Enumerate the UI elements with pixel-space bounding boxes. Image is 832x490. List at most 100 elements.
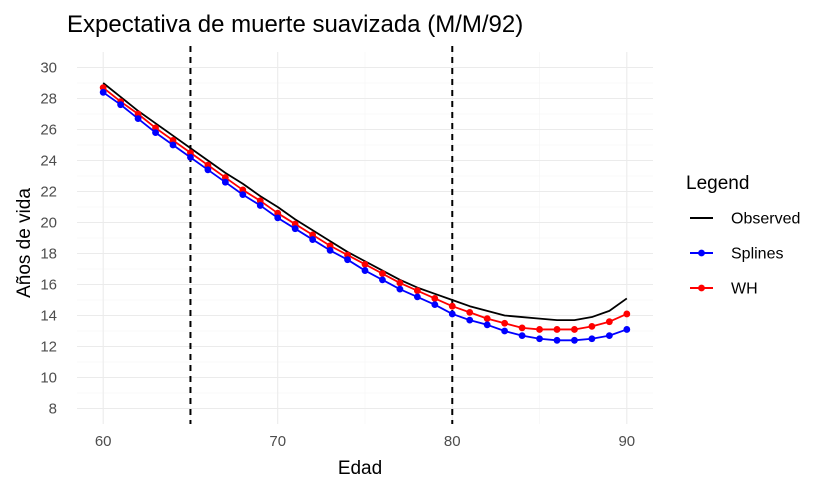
y-tick-label: 24: [40, 153, 57, 170]
data-point-splines: [256, 202, 264, 209]
data-point-wh: [379, 270, 386, 278]
x-axis-title: Edad: [338, 458, 382, 479]
legend-label: WH: [731, 281, 758, 298]
data-point-wh: [256, 197, 264, 205]
data-point-wh: [221, 174, 229, 181]
legend-key-marker: [698, 284, 705, 292]
legend-label: Splines: [731, 246, 783, 263]
data-point-wh: [571, 326, 578, 333]
data-point-splines: [623, 326, 631, 333]
data-point-splines: [553, 336, 561, 344]
data-point-splines: [431, 301, 439, 309]
series-splines: [99, 88, 631, 344]
y-tick-label: 14: [40, 308, 57, 325]
y-tick-label: 18: [40, 246, 57, 263]
y-tick-label: 10: [40, 370, 57, 387]
data-point-splines: [588, 335, 596, 343]
data-point-splines: [501, 327, 509, 335]
data-point-splines: [536, 335, 543, 343]
x-tick-label: 70: [269, 433, 286, 450]
minor-gridlines: [77, 52, 653, 424]
data-point-wh: [309, 231, 317, 239]
data-point-wh: [361, 260, 369, 268]
y-axis-title: Años de vida: [14, 188, 35, 298]
data-point-splines: [483, 321, 491, 329]
data-point-splines: [379, 276, 386, 284]
data-point-splines: [117, 101, 125, 109]
data-point-wh: [187, 149, 194, 157]
data-point-splines: [221, 178, 229, 186]
y-tick-label: 26: [40, 122, 57, 139]
y-axis-ticks: 8 10 12 14 16 18 20 22 24 26 28 30: [40, 60, 57, 418]
data-series: [99, 82, 631, 344]
data-point-wh: [623, 310, 631, 318]
data-point-splines: [361, 267, 369, 274]
legend-item-wh: WH: [690, 281, 758, 298]
data-point-wh: [326, 242, 334, 250]
major-gridlines: [77, 52, 653, 424]
y-tick-label: 22: [40, 184, 57, 201]
data-point-wh: [152, 124, 159, 132]
reference-lines: [189, 46, 454, 424]
data-point-splines: [134, 115, 142, 123]
y-tick-label: 30: [40, 60, 57, 77]
x-axis-ticks: 60 70 80 90: [95, 433, 635, 450]
data-point-splines: [204, 166, 212, 174]
data-point-splines: [152, 129, 159, 137]
chart-title: Expectativa de muerte suavizada (M/M/92): [67, 11, 523, 38]
data-point-wh: [536, 326, 543, 333]
data-point-splines: [239, 191, 247, 199]
data-point-wh: [466, 309, 474, 316]
data-point-wh: [344, 251, 351, 259]
data-point-splines: [413, 293, 421, 301]
data-point-wh: [99, 84, 107, 92]
legend-label: Observed: [731, 211, 800, 228]
legend-item-observed: Observed: [690, 211, 800, 228]
data-point-splines: [344, 256, 351, 264]
data-point-splines: [99, 88, 107, 96]
data-point-wh: [605, 318, 613, 326]
data-point-splines: [169, 141, 177, 149]
data-point-wh: [483, 315, 491, 322]
data-point-wh: [501, 319, 509, 327]
x-tick-label: 90: [618, 433, 635, 450]
data-point-splines: [466, 316, 474, 324]
legend-item-splines: Splines: [690, 246, 783, 263]
data-point-wh: [588, 322, 596, 330]
data-point-wh: [553, 326, 561, 333]
data-point-wh: [274, 209, 282, 217]
y-tick-label: 20: [40, 215, 57, 232]
legend-title: Legend: [686, 173, 749, 194]
data-point-splines: [326, 247, 334, 254]
data-point-wh: [396, 279, 404, 287]
data-point-splines: [309, 236, 317, 243]
data-point-splines: [274, 214, 282, 222]
data-point-wh: [413, 287, 421, 295]
data-point-splines: [291, 225, 299, 233]
x-tick-label: 60: [95, 433, 112, 450]
data-point-splines: [571, 336, 578, 344]
y-tick-label: 8: [49, 401, 57, 418]
legend-key-marker: [698, 249, 705, 257]
legend-entries: Observed Splines WH: [690, 211, 800, 298]
data-point-splines: [448, 310, 456, 318]
data-point-wh: [448, 302, 456, 310]
y-tick-label: 16: [40, 277, 57, 294]
data-point-splines: [187, 154, 194, 161]
data-point-wh: [431, 295, 439, 302]
legend: Legend Observed Splines WH: [686, 173, 800, 298]
data-point-wh: [239, 186, 247, 194]
data-point-wh: [291, 220, 299, 228]
series-wh: [99, 84, 631, 333]
data-point-wh: [518, 324, 526, 332]
data-point-wh: [204, 161, 212, 169]
data-point-wh: [134, 110, 142, 118]
data-point-splines: [396, 285, 404, 293]
y-tick-label: 12: [40, 339, 57, 356]
data-point-splines: [605, 332, 613, 340]
data-point-splines: [518, 332, 526, 340]
y-tick-label: 28: [40, 91, 57, 108]
data-point-wh: [169, 136, 177, 144]
x-tick-label: 80: [444, 433, 461, 450]
